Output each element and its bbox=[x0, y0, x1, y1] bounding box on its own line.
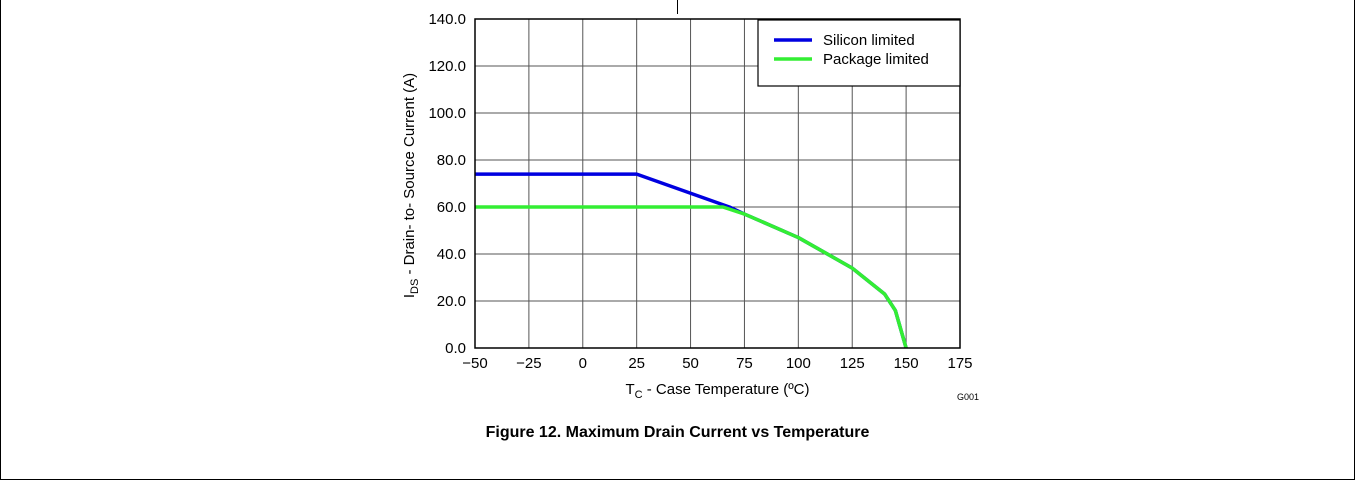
y-tick-label: 140.0 bbox=[428, 11, 466, 28]
y-axis-title: IDS - Drain- to- Source Current (A) bbox=[401, 73, 421, 298]
series-line-package-limited bbox=[475, 205, 908, 349]
x-tick-label: 25 bbox=[628, 355, 645, 372]
x-tick-label: 0 bbox=[579, 355, 587, 372]
plot-area-border bbox=[474, 18, 961, 349]
y-tick-label: 120.0 bbox=[428, 58, 466, 75]
x-axis-title: TC - Case Temperature (ºC) bbox=[625, 381, 809, 401]
figure-caption: Figure 12. Maximum Drain Current vs Temp… bbox=[485, 424, 870, 441]
y-axis-title-main: I bbox=[401, 294, 418, 298]
y-tick-label: 40.0 bbox=[437, 246, 466, 263]
legend: Silicon limited Package limited bbox=[757, 19, 961, 87]
x-tick-label: 75 bbox=[736, 355, 753, 372]
series-lines bbox=[475, 172, 908, 349]
x-tick-label: 50 bbox=[682, 355, 699, 372]
graph-code-label: G001 bbox=[957, 392, 979, 402]
legend-label-package-limited: Package limited bbox=[823, 51, 929, 68]
legend-box bbox=[757, 19, 961, 87]
x-tick-label: −25 bbox=[516, 355, 541, 372]
x-axis-title-subscript: C bbox=[635, 389, 643, 401]
x-axis-title-main: T bbox=[625, 381, 634, 398]
y-tick-label: 100.0 bbox=[428, 105, 466, 122]
x-tick-label: 100 bbox=[786, 355, 811, 372]
x-tick-label: 150 bbox=[894, 355, 919, 372]
drain-current-chart: −50 −25 0 25 50 75 100 125 150 175 0.0 20.0 40.0 60.… bbox=[401, 11, 979, 402]
y-axis-title-subscript: DS bbox=[409, 279, 421, 294]
x-tick-label: 175 bbox=[947, 355, 972, 372]
y-tick-label: 20.0 bbox=[437, 293, 466, 310]
y-tick-label: 60.0 bbox=[437, 199, 466, 216]
y-tick-label: 80.0 bbox=[437, 152, 466, 169]
x-tick-labels: −50 −25 0 25 50 75 100 125 150 175 bbox=[462, 355, 972, 372]
y-axis-title-rest: - Drain- to- Source Current (A) bbox=[401, 73, 418, 279]
y-tick-label: 0.0 bbox=[445, 340, 466, 357]
column-divider bbox=[677, 0, 678, 14]
x-tick-label: −50 bbox=[462, 355, 487, 372]
x-axis-title-rest: - Case Temperature (ºC) bbox=[643, 381, 810, 398]
legend-label-silicon-limited: Silicon limited bbox=[823, 32, 915, 49]
y-tick-labels: 0.0 20.0 40.0 60.0 80.0 100.0 120.0 140.0 bbox=[428, 11, 466, 357]
x-tick-label: 125 bbox=[840, 355, 865, 372]
